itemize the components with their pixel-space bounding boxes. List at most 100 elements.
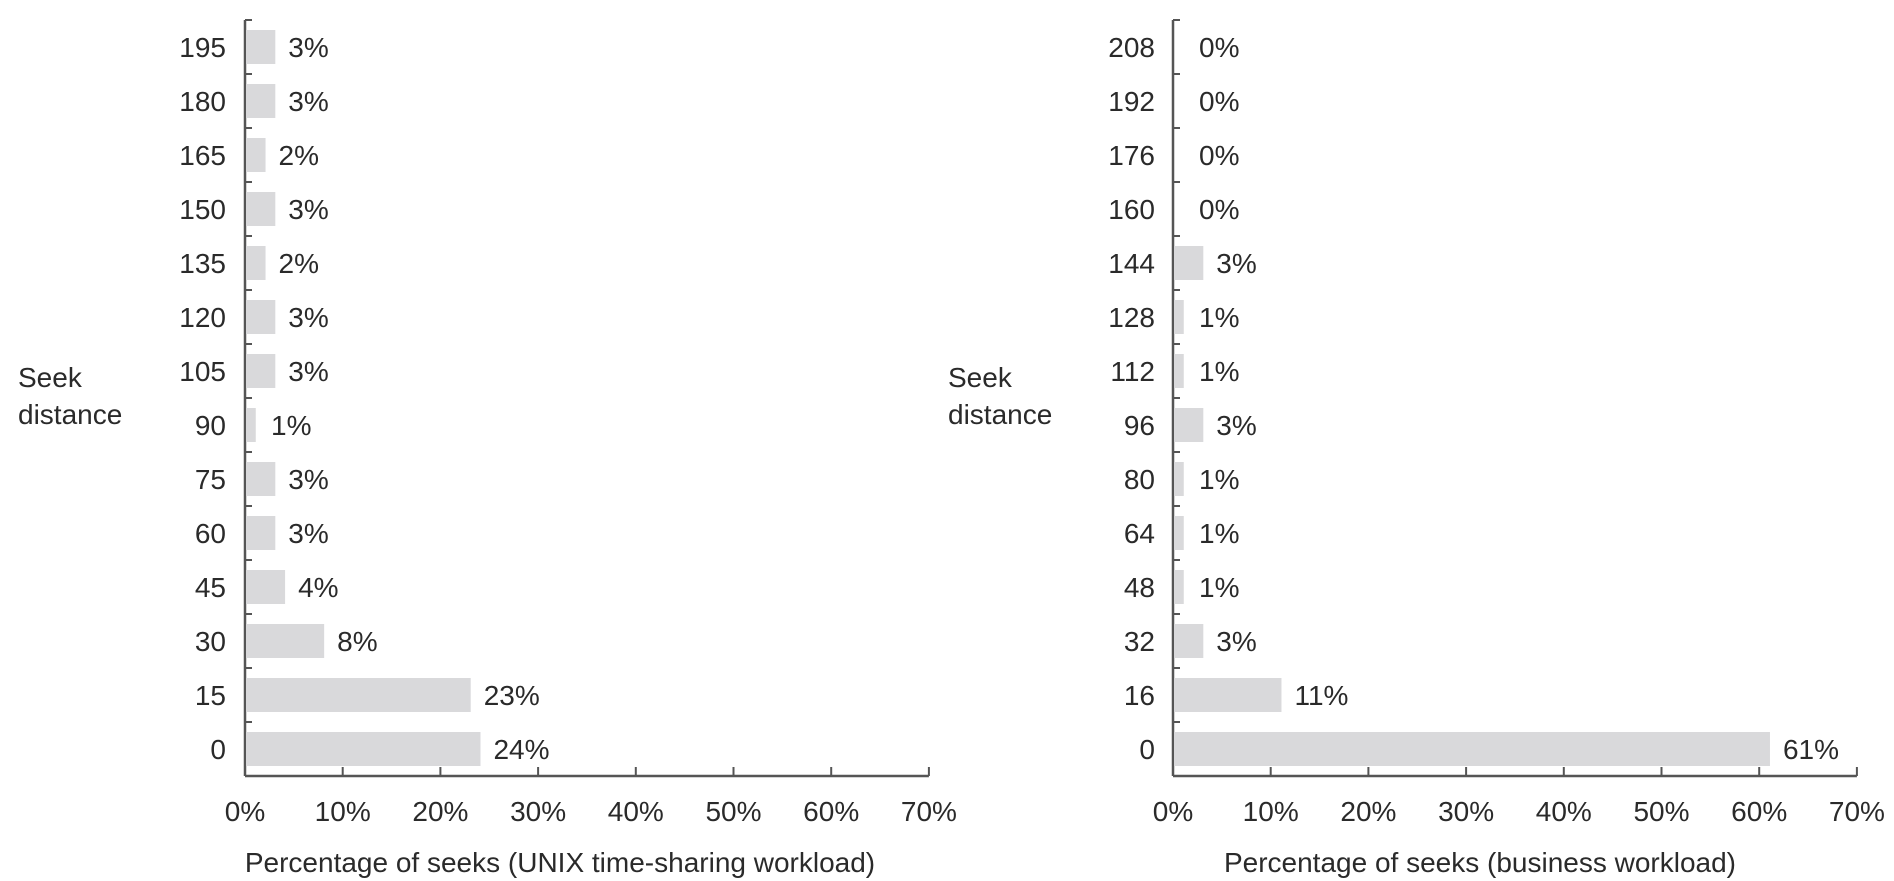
chart2-data-label: 1% bbox=[1199, 464, 1239, 495]
chart2-y-tick-label: 32 bbox=[1124, 626, 1155, 657]
chart2-x-tick-label: 10% bbox=[1243, 796, 1299, 827]
chart2-data-label: 0% bbox=[1199, 194, 1239, 225]
chart1-x-tick-label: 20% bbox=[412, 796, 468, 827]
chart1-data-label: 2% bbox=[279, 248, 319, 279]
chart2-data-label: 1% bbox=[1199, 518, 1239, 549]
chart2-y-tick-label: 48 bbox=[1124, 572, 1155, 603]
chart1-y-tick-label: 195 bbox=[179, 32, 226, 63]
chart1-data-label: 3% bbox=[288, 302, 328, 333]
chart2-y-tick-label: 96 bbox=[1124, 410, 1155, 441]
chart2-y-tick-label: 16 bbox=[1124, 680, 1155, 711]
chart2-y-tick-label: 176 bbox=[1108, 140, 1155, 171]
chart2-y-tick-label: 64 bbox=[1124, 518, 1155, 549]
chart2-y-tick-label: 160 bbox=[1108, 194, 1155, 225]
chart1-bar bbox=[246, 354, 276, 388]
chart1-bar bbox=[246, 192, 276, 226]
chart2-y-tick-label: 144 bbox=[1108, 248, 1155, 279]
chart1-y-tick-label: 90 bbox=[195, 410, 226, 441]
chart2-x-tick-label: 60% bbox=[1731, 796, 1787, 827]
chart1-y-tick-label: 105 bbox=[179, 356, 226, 387]
chart2-y-tick-label: 128 bbox=[1108, 302, 1155, 333]
chart1-bar bbox=[246, 30, 276, 64]
chart2-x-tick-label: 20% bbox=[1340, 796, 1396, 827]
chart1-x-tick-label: 30% bbox=[510, 796, 566, 827]
chart2-bar bbox=[1174, 300, 1184, 334]
chart1-x-tick-label: 70% bbox=[901, 796, 957, 827]
chart1-data-label: 3% bbox=[288, 518, 328, 549]
chart1-x-tick-label: 60% bbox=[803, 796, 859, 827]
chart1-y-tick-label: 165 bbox=[179, 140, 226, 171]
chart1-x-tick-label: 50% bbox=[705, 796, 761, 827]
chart2-x-tick-label: 30% bbox=[1438, 796, 1494, 827]
chart1-y-tick-label: 0 bbox=[210, 734, 226, 765]
chart1-y-tick-label: 180 bbox=[179, 86, 226, 117]
chart2-bar bbox=[1174, 678, 1282, 712]
chart1-bar bbox=[246, 408, 256, 442]
chart1-data-label: 23% bbox=[484, 680, 540, 711]
chart2-data-label: 0% bbox=[1199, 86, 1239, 117]
chart2-data-label: 1% bbox=[1199, 572, 1239, 603]
chart2-bar bbox=[1174, 570, 1184, 604]
chart2-bar bbox=[1174, 246, 1204, 280]
chart1-bar bbox=[246, 246, 266, 280]
chart1-y-tick-label: 135 bbox=[179, 248, 226, 279]
chart2-y-tick-label: 0 bbox=[1139, 734, 1155, 765]
chart1-y-tick-label: 30 bbox=[195, 626, 226, 657]
chart1-data-label: 4% bbox=[298, 572, 338, 603]
chart1-data-label: 24% bbox=[493, 734, 549, 765]
chart2-data-label: 1% bbox=[1199, 302, 1239, 333]
chart2-x-axis-title: Percentage of seeks (business workload) bbox=[1224, 847, 1736, 878]
chart2-data-label: 11% bbox=[1294, 680, 1348, 711]
chart1-bar bbox=[246, 138, 266, 172]
chart2-x-tick-label: 50% bbox=[1633, 796, 1689, 827]
chart1-y-axis-title: distance bbox=[18, 399, 122, 430]
chart2-data-label: 0% bbox=[1199, 140, 1239, 171]
chart1-bar bbox=[246, 570, 286, 604]
chart2-x-tick-label: 40% bbox=[1536, 796, 1592, 827]
chart2-data-label: 3% bbox=[1216, 626, 1256, 657]
chart1-data-label: 2% bbox=[279, 140, 319, 171]
chart1-y-tick-label: 45 bbox=[195, 572, 226, 603]
chart2-y-tick-label: 208 bbox=[1108, 32, 1155, 63]
chart2-bar bbox=[1174, 354, 1184, 388]
chart2-bar bbox=[1174, 408, 1204, 442]
chart1-bar bbox=[246, 732, 481, 766]
chart2-y-tick-label: 112 bbox=[1110, 356, 1155, 387]
chart2-data-label: 1% bbox=[1199, 356, 1239, 387]
chart1-data-label: 3% bbox=[288, 464, 328, 495]
chart2-bar bbox=[1174, 516, 1184, 550]
chart1-y-tick-label: 15 bbox=[195, 680, 226, 711]
chart2-data-label: 3% bbox=[1216, 410, 1256, 441]
chart2-bar bbox=[1174, 462, 1184, 496]
chart2-y-tick-label: 80 bbox=[1124, 464, 1155, 495]
chart2-data-label: 3% bbox=[1216, 248, 1256, 279]
chart1-data-label: 8% bbox=[337, 626, 377, 657]
chart1-bar bbox=[246, 300, 276, 334]
chart1-bar bbox=[246, 516, 276, 550]
chart2-y-tick-label: 192 bbox=[1108, 86, 1155, 117]
chart2-data-label: 61% bbox=[1783, 734, 1839, 765]
chart1-bar bbox=[246, 84, 276, 118]
chart1-x-tick-label: 0% bbox=[225, 796, 265, 827]
chart1-y-tick-label: 60 bbox=[195, 518, 226, 549]
chart2-y-axis-title: Seek bbox=[948, 362, 1013, 393]
chart1-x-tick-label: 40% bbox=[608, 796, 664, 827]
chart1-y-tick-label: 75 bbox=[195, 464, 226, 495]
chart1-bar bbox=[246, 678, 471, 712]
chart2-x-tick-label: 0% bbox=[1153, 796, 1193, 827]
chart2-bar bbox=[1174, 624, 1204, 658]
chart1-x-axis-title: Percentage of seeks (UNIX time-sharing w… bbox=[245, 847, 875, 878]
chart2-data-label: 0% bbox=[1199, 32, 1239, 63]
chart2-bar bbox=[1174, 732, 1770, 766]
chart1-bar bbox=[246, 624, 325, 658]
chart1-data-label: 3% bbox=[288, 194, 328, 225]
chart1-y-axis-title: Seek bbox=[18, 362, 83, 393]
chart1-data-label: 1% bbox=[271, 410, 311, 441]
chart2-y-axis-title: distance bbox=[948, 399, 1052, 430]
chart1-data-label: 3% bbox=[288, 356, 328, 387]
chart1-x-tick-label: 10% bbox=[315, 796, 371, 827]
chart1-y-tick-label: 120 bbox=[179, 302, 226, 333]
chart2-x-tick-label: 70% bbox=[1829, 796, 1885, 827]
chart1-data-label: 3% bbox=[288, 32, 328, 63]
